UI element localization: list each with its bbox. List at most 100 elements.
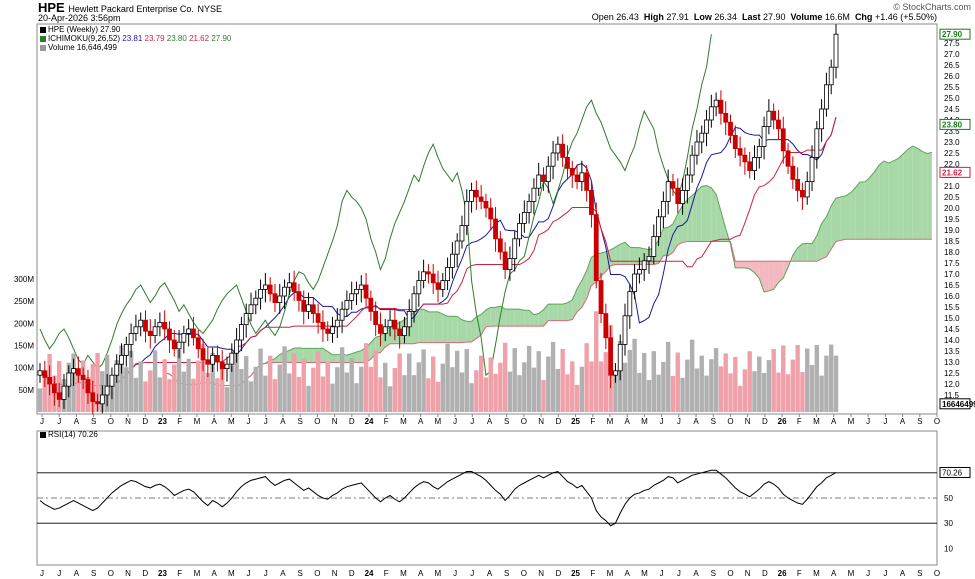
candle-body	[262, 284, 268, 290]
candle-body	[339, 308, 345, 321]
candle-body	[761, 126, 767, 147]
candle-body	[776, 119, 781, 130]
volume-bar	[296, 376, 302, 412]
volume-bar	[685, 359, 690, 412]
volume-bar	[565, 374, 570, 412]
rsi-x-axis-tick: A	[625, 569, 631, 578]
x-axis-tick: J	[677, 417, 681, 426]
candle-body	[71, 368, 76, 374]
candle-body	[507, 258, 513, 271]
candle-body	[771, 110, 777, 121]
candle-body	[449, 253, 455, 268]
open-value: 26.43	[616, 12, 639, 22]
senkou-a-value: 23.80	[166, 34, 187, 43]
x-axis-tick: N	[125, 417, 131, 426]
candle-body	[445, 266, 450, 281]
ichimoku-cloud-segment	[375, 336, 381, 354]
candle-body	[320, 321, 326, 330]
volume-bar	[752, 371, 757, 412]
volume-bar	[157, 377, 163, 412]
low-label: Low	[693, 12, 712, 22]
price-panel-frame	[36, 23, 938, 415]
ichimoku-cloud-segment	[524, 310, 530, 327]
candle-body	[397, 328, 403, 336]
x-axis-tick: A	[487, 417, 493, 426]
volume-bar	[253, 366, 258, 412]
candle-body	[104, 385, 110, 396]
rsi-x-axis-tick: J	[247, 569, 251, 578]
ichimoku-cloud-segment	[433, 311, 438, 343]
ticker-symbol[interactable]: HPE	[38, 0, 65, 15]
rsi-x-axis-tick: O	[108, 569, 114, 578]
rsi-x-axis-tick: O	[521, 569, 527, 578]
ichimoku-cloud-segment	[620, 242, 626, 265]
x-axis-tick: O	[727, 417, 733, 426]
x-axis-tick: J	[660, 417, 664, 426]
candle-body	[215, 354, 220, 363]
candle-body	[488, 207, 494, 220]
volume-legend-text: Volume 16,646,499	[48, 43, 117, 52]
price-axis-tick: 19.5	[944, 215, 960, 224]
volume-bar	[339, 347, 345, 412]
candle-body	[191, 328, 196, 339]
candle-body	[42, 370, 48, 378]
candle-body	[243, 313, 249, 326]
volume-bar	[747, 351, 752, 412]
volume-bar	[709, 359, 714, 412]
rsi-x-axis-tick: M	[400, 569, 407, 578]
rsi-axis-tick: 10	[944, 544, 953, 553]
volume-bar	[574, 384, 580, 412]
candle-body	[651, 236, 657, 257]
x-axis-tick: S	[917, 417, 922, 426]
volume-bar	[646, 380, 652, 412]
rsi-x-axis-tick: S	[91, 569, 96, 578]
rsi-x-axis-tick: D	[349, 569, 355, 578]
ichimoku-cloud-segment	[677, 205, 683, 245]
candle-body	[61, 385, 67, 400]
volume-bar	[483, 377, 489, 412]
volume-bar	[723, 353, 728, 412]
last-value: 27.90	[763, 12, 786, 22]
price-axis-tick: 20.0	[944, 204, 960, 213]
price-legend: HPE (Weekly) 27.90 ICHIMOKU(9,26,52) 23.…	[40, 25, 231, 52]
x-axis-tick: A	[900, 417, 906, 426]
rsi-x-axis-tick: A	[693, 569, 699, 578]
volume-bar	[541, 380, 546, 412]
x-axis-tick: M	[228, 417, 235, 426]
ichimoku-cloud-segment	[308, 348, 314, 363]
rsi-x-axis-tick: F	[177, 569, 182, 578]
candle-body	[502, 251, 508, 271]
candle-body	[109, 374, 115, 387]
rsi-x-axis-tick: S	[298, 569, 303, 578]
x-axis-tick: A	[831, 417, 837, 426]
rsi-line	[39, 469, 837, 527]
rsi-axis-tick: 50	[944, 494, 953, 503]
x-axis-tick: 25	[571, 417, 580, 426]
candle-body	[358, 284, 364, 290]
rsi-x-axis-tick: J	[883, 569, 887, 578]
volume-bar	[200, 344, 206, 412]
senkou-b-value: 21.62	[189, 34, 210, 43]
volume-bar	[378, 377, 383, 412]
candle-body	[90, 392, 96, 402]
ohlc-readout: Open 26.43 High 27.91 Low 26.34 Last 27.…	[592, 12, 937, 22]
candle-body	[569, 167, 575, 176]
chikou-value: 27.90	[211, 34, 232, 43]
x-axis-tick: J	[264, 417, 268, 426]
ichimoku-cloud-segment	[874, 164, 880, 240]
volume-bar	[670, 376, 676, 412]
candle-body	[483, 200, 489, 209]
candle-body	[272, 293, 278, 303]
ichimoku-cloud-segment	[879, 161, 884, 240]
rsi-x-axis-tick: 24	[365, 569, 374, 578]
ichimoku-cloud-segment	[418, 309, 424, 343]
candle-body	[310, 304, 316, 314]
rsi-x-axis-tick: J	[57, 569, 61, 578]
volume-bar	[507, 371, 513, 412]
ichimoku-cloud-segment	[553, 304, 558, 321]
candle-body	[469, 189, 474, 202]
volume-bar	[196, 360, 201, 412]
price-axis-tick: 22.5	[944, 149, 960, 158]
candle-body	[497, 238, 503, 253]
